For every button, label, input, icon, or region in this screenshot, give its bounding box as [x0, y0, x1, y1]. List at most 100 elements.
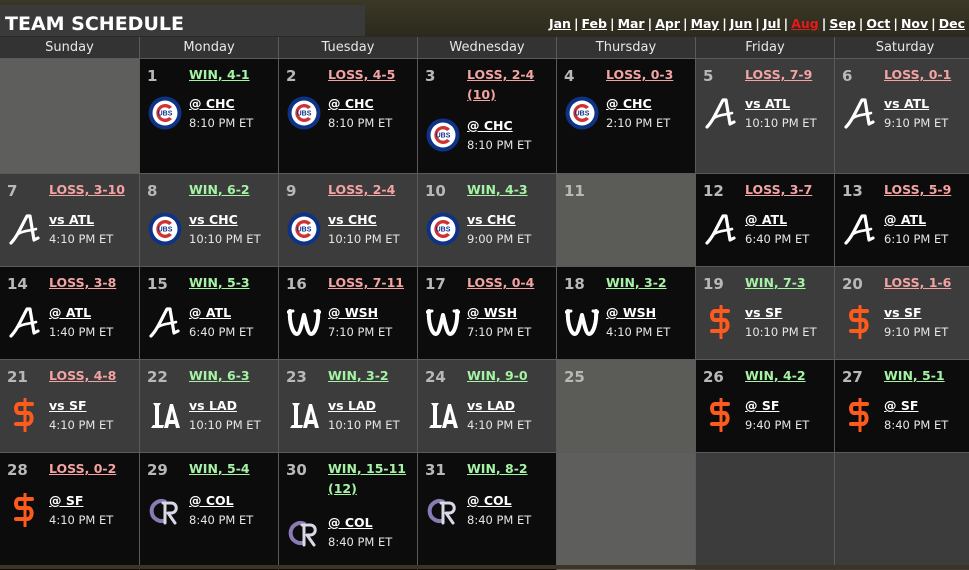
game-time: 10:10 PM ET	[745, 116, 817, 130]
game-time: 1:40 PM ET	[49, 325, 114, 339]
game-result-link[interactable]: LOSS, 3-8	[49, 275, 117, 290]
game-result-link[interactable]: WIN, 4-3	[467, 182, 528, 197]
opponent-link[interactable]: vs ATL	[49, 212, 95, 227]
game-result-link[interactable]: WIN, 9-0	[467, 368, 528, 383]
game-result-link[interactable]: WIN, 15-11 (12)	[328, 461, 406, 496]
opponent-link[interactable]: @ CHC	[189, 96, 235, 111]
game-result-link[interactable]: LOSS, 4-5	[328, 67, 396, 82]
game-time: 4:10 PM ET	[606, 325, 671, 339]
opponent-link[interactable]: @ WSH	[606, 305, 657, 320]
month-link-dec[interactable]: Dec	[938, 16, 965, 31]
opponent-link[interactable]: vs LAD	[467, 398, 515, 413]
giants-logo-icon	[704, 397, 738, 433]
month-link-jul[interactable]: Jul	[762, 16, 781, 31]
game-result-link[interactable]: LOSS, 2-4 (10)	[467, 67, 535, 102]
calendar-day-cell: 13 LOSS, 5-9 @ ATL 6:10 PM ET	[835, 174, 969, 266]
game-result-link[interactable]: WIN, 5-3	[189, 275, 250, 290]
month-link-mar[interactable]: Mar	[617, 16, 645, 31]
game-time: 10:10 PM ET	[189, 418, 261, 432]
opponent-link[interactable]: vs CHC	[467, 212, 516, 227]
opponent-link[interactable]: @ CHC	[606, 96, 652, 111]
rockies-logo-icon	[148, 493, 182, 527]
game-result-link[interactable]: LOSS, 2-4	[328, 182, 396, 197]
opponent-link[interactable]: @ COL	[328, 515, 373, 530]
calendar-day-cell: 3 LOSS, 2-4 (10) UBS @ CHC 8:10 PM ET	[418, 59, 556, 173]
game-result-link[interactable]: LOSS, 7-11	[328, 275, 404, 290]
calendar-day-cell: 9 LOSS, 2-4 UBS vs CHC 10:10 PM ET	[279, 174, 417, 266]
game-result-link[interactable]: WIN, 5-1	[884, 368, 945, 383]
day-header-tuesday: Tuesday	[279, 37, 417, 58]
opponent-link[interactable]: vs LAD	[328, 398, 376, 413]
opponent-link[interactable]: vs ATL	[745, 96, 791, 111]
calendar-day-cell: 26 WIN, 4-2 @ SF 9:40 PM ET	[696, 360, 834, 452]
month-link-may[interactable]: May	[690, 16, 720, 31]
opponent-link[interactable]: @ COL	[467, 493, 512, 508]
game-result-link[interactable]: LOSS, 0-4	[467, 275, 535, 290]
month-link-jan[interactable]: Jan	[548, 16, 571, 31]
calendar-day-cell: 2 LOSS, 4-5 UBS @ CHC 8:10 PM ET	[279, 59, 417, 173]
month-link-jun[interactable]: Jun	[729, 16, 753, 31]
game-result-link[interactable]: WIN, 3-2	[328, 368, 389, 383]
opponent-link[interactable]: vs CHC	[328, 212, 377, 227]
calendar-day-cell: 28 LOSS, 0-2 @ SF 4:10 PM ET	[0, 453, 139, 570]
game-result-link[interactable]: LOSS, 0-2	[49, 461, 117, 476]
month-link-feb[interactable]: Feb	[581, 16, 607, 31]
month-link-sep[interactable]: Sep	[829, 16, 856, 31]
game-time: 4:10 PM ET	[467, 418, 532, 432]
game-result-link[interactable]: WIN, 7-3	[745, 275, 806, 290]
calendar-day-cell: 8 WIN, 6-2 UBS vs CHC 10:10 PM ET	[140, 174, 278, 266]
opponent-link[interactable]: @ SF	[884, 398, 919, 413]
day-number: 3	[425, 67, 436, 85]
game-result-link[interactable]: LOSS, 1-6	[884, 275, 952, 290]
day-number: 16	[286, 275, 307, 293]
day-number: 22	[147, 368, 168, 386]
day-header-saturday: Saturday	[835, 37, 969, 58]
opponent-link[interactable]: @ SF	[745, 398, 780, 413]
opponent-link[interactable]: @ ATL	[745, 212, 788, 227]
opponent-link[interactable]: vs SF	[884, 305, 922, 320]
month-link-nov[interactable]: Nov	[900, 16, 929, 31]
game-result-link[interactable]: WIN, 8-2	[467, 461, 528, 476]
game-result-link[interactable]: LOSS, 3-10	[49, 182, 125, 197]
day-number: 19	[703, 275, 724, 293]
opponent-link[interactable]: @ CHC	[328, 96, 374, 111]
opponent-link[interactable]: vs ATL	[884, 96, 930, 111]
opponent-link[interactable]: vs LAD	[189, 398, 237, 413]
opponent-link[interactable]: vs SF	[49, 398, 87, 413]
game-time: 8:10 PM ET	[328, 116, 393, 130]
opponent-link[interactable]: vs SF	[745, 305, 783, 320]
game-result-link[interactable]: LOSS, 5-9	[884, 182, 952, 197]
game-result-link[interactable]: WIN, 5-4	[189, 461, 250, 476]
game-time: 10:10 PM ET	[328, 418, 400, 432]
calendar-day-cell: 30 WIN, 15-11 (12) @ COL 8:40 PM ET	[279, 453, 417, 570]
dodgers-logo-icon	[148, 398, 182, 432]
game-result-link[interactable]: LOSS, 0-3	[606, 67, 674, 82]
game-result-link[interactable]: WIN, 6-3	[189, 368, 250, 383]
game-result-link[interactable]: LOSS, 7-9	[745, 67, 813, 82]
opponent-link[interactable]: @ ATL	[49, 305, 92, 320]
month-link-aug[interactable]: Aug	[791, 16, 819, 31]
opponent-link[interactable]: @ WSH	[467, 305, 518, 320]
svg-text:UBS: UBS	[158, 111, 173, 118]
opponent-link[interactable]: vs CHC	[189, 212, 238, 227]
month-link-apr[interactable]: Apr	[655, 16, 680, 31]
giants-logo-icon	[704, 304, 738, 340]
opponent-link[interactable]: @ CHC	[467, 118, 513, 133]
opponent-link[interactable]: @ WSH	[328, 305, 379, 320]
month-separator: |	[609, 16, 615, 31]
opponent-link[interactable]: @ ATL	[884, 212, 927, 227]
game-time: 9:10 PM ET	[884, 116, 949, 130]
game-result-link[interactable]: WIN, 4-2	[745, 368, 806, 383]
day-number: 31	[425, 461, 446, 479]
game-result-link[interactable]: WIN, 4-1	[189, 67, 250, 82]
opponent-link[interactable]: @ SF	[49, 493, 84, 508]
opponent-link[interactable]: @ COL	[189, 493, 234, 508]
game-result-link[interactable]: LOSS, 3-7	[745, 182, 813, 197]
game-result-link[interactable]: WIN, 6-2	[189, 182, 250, 197]
game-result-link[interactable]: LOSS, 4-8	[49, 368, 117, 383]
opponent-link[interactable]: @ ATL	[189, 305, 232, 320]
game-result-link[interactable]: LOSS, 0-1	[884, 67, 952, 82]
month-link-oct[interactable]: Oct	[866, 16, 891, 31]
game-result-link[interactable]: WIN, 3-2	[606, 275, 667, 290]
cubs-logo-icon: UBS	[287, 212, 321, 246]
